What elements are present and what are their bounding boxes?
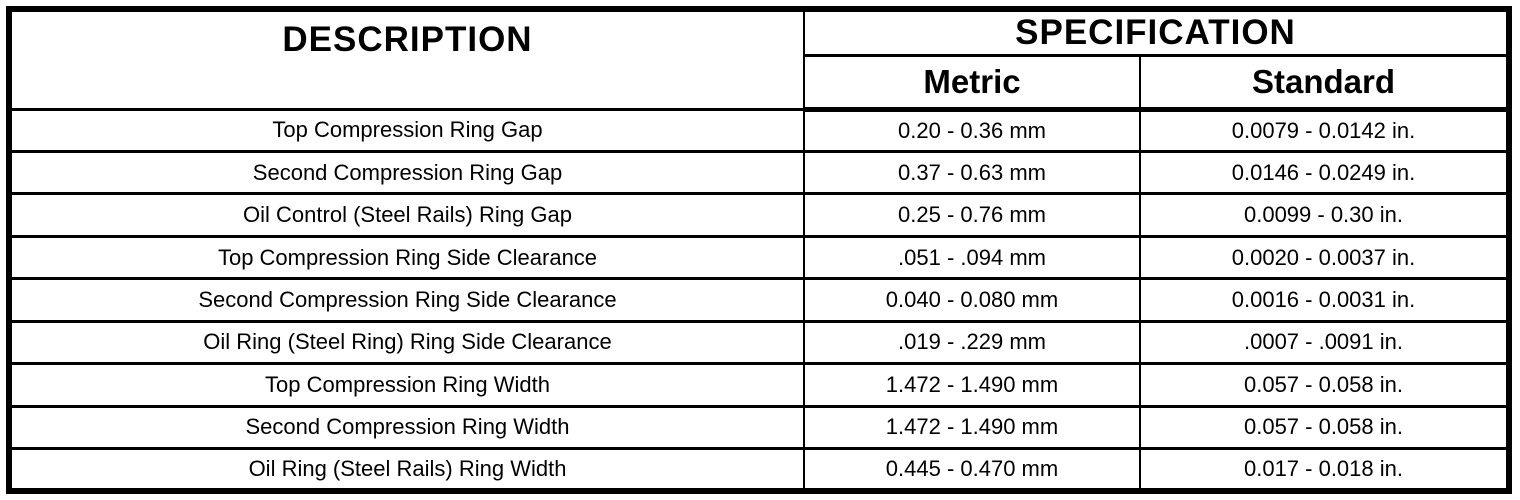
cell-metric: 1.472 - 1.490 mm — [803, 404, 1141, 451]
table-row: Second Compression Ring Gap 0.37 - 0.63 … — [8, 149, 1510, 196]
table-row: Second Compression Ring Side Clearance 0… — [8, 277, 1510, 323]
spec-table-container: DESCRIPTION SPECIFICATION Metric Standar… — [6, 6, 1512, 494]
cell-standard: 0.0146 - 0.0249 in. — [1139, 149, 1510, 196]
cell-standard: 0.0020 - 0.0037 in. — [1139, 234, 1510, 281]
cell-description: Oil Control (Steel Rails) Ring Gap — [8, 192, 805, 238]
table-row: Oil Ring (Steel Rails) Ring Width 0.445 … — [8, 447, 1510, 493]
cell-metric: .019 - .229 mm — [803, 319, 1141, 366]
cell-metric: 0.37 - 0.63 mm — [803, 149, 1141, 196]
cell-description: Top Compression Ring Width — [8, 362, 805, 408]
cell-metric: .051 - .094 mm — [803, 234, 1141, 281]
column-header-metric: Metric — [803, 54, 1141, 112]
header-row-units: Metric Standard — [9, 54, 1510, 112]
piston-ring-spec-table: DESCRIPTION SPECIFICATION Metric Standar… — [6, 6, 1512, 494]
cell-description: Top Compression Ring Side Clearance — [8, 234, 805, 281]
table-body: Top Compression Ring Gap 0.20 - 0.36 mm … — [8, 107, 1510, 493]
cell-standard: 0.017 - 0.018 in. — [1139, 447, 1510, 493]
cell-metric: 0.445 - 0.470 mm — [803, 447, 1141, 493]
cell-description: Second Compression Ring Gap — [8, 149, 805, 196]
table-header: DESCRIPTION SPECIFICATION Metric Standar… — [8, 8, 1510, 112]
table-row: Oil Control (Steel Rails) Ring Gap 0.25 … — [8, 192, 1510, 238]
cell-standard: 0.057 - 0.058 in. — [1139, 404, 1510, 451]
table-row: Top Compression Ring Width 1.472 - 1.490… — [8, 362, 1510, 408]
table-row: Oil Ring (Steel Ring) Ring Side Clearanc… — [8, 319, 1510, 366]
table-row: Top Compression Ring Side Clearance .051… — [8, 234, 1510, 281]
cell-metric: 1.472 - 1.490 mm — [803, 362, 1141, 408]
cell-description: Top Compression Ring Gap — [8, 107, 805, 153]
header-row-top: DESCRIPTION SPECIFICATION — [8, 8, 1510, 110]
cell-standard: 0.0079 - 0.0142 in. — [1139, 107, 1510, 153]
cell-description: Second Compression Ring Side Clearance — [8, 277, 805, 323]
cell-metric: 0.25 - 0.76 mm — [803, 192, 1141, 238]
column-header-standard: Standard — [1139, 54, 1510, 112]
cell-description: Second Compression Ring Width — [8, 404, 805, 451]
column-header-specification: SPECIFICATION — [803, 8, 1510, 57]
table-row: Top Compression Ring Gap 0.20 - 0.36 mm … — [8, 107, 1510, 153]
cell-description: Oil Ring (Steel Rails) Ring Width — [8, 447, 805, 493]
cell-standard: 0.0016 - 0.0031 in. — [1139, 277, 1510, 323]
column-header-description: DESCRIPTION — [8, 8, 805, 110]
cell-metric: 0.040 - 0.080 mm — [803, 277, 1141, 323]
cell-standard: 0.0099 - 0.30 in. — [1139, 192, 1510, 238]
cell-metric: 0.20 - 0.36 mm — [803, 107, 1141, 153]
cell-standard: .0007 - .0091 in. — [1139, 319, 1510, 366]
table-row: Second Compression Ring Width 1.472 - 1.… — [8, 404, 1510, 451]
cell-description: Oil Ring (Steel Ring) Ring Side Clearanc… — [8, 319, 805, 366]
cell-standard: 0.057 - 0.058 in. — [1139, 362, 1510, 408]
